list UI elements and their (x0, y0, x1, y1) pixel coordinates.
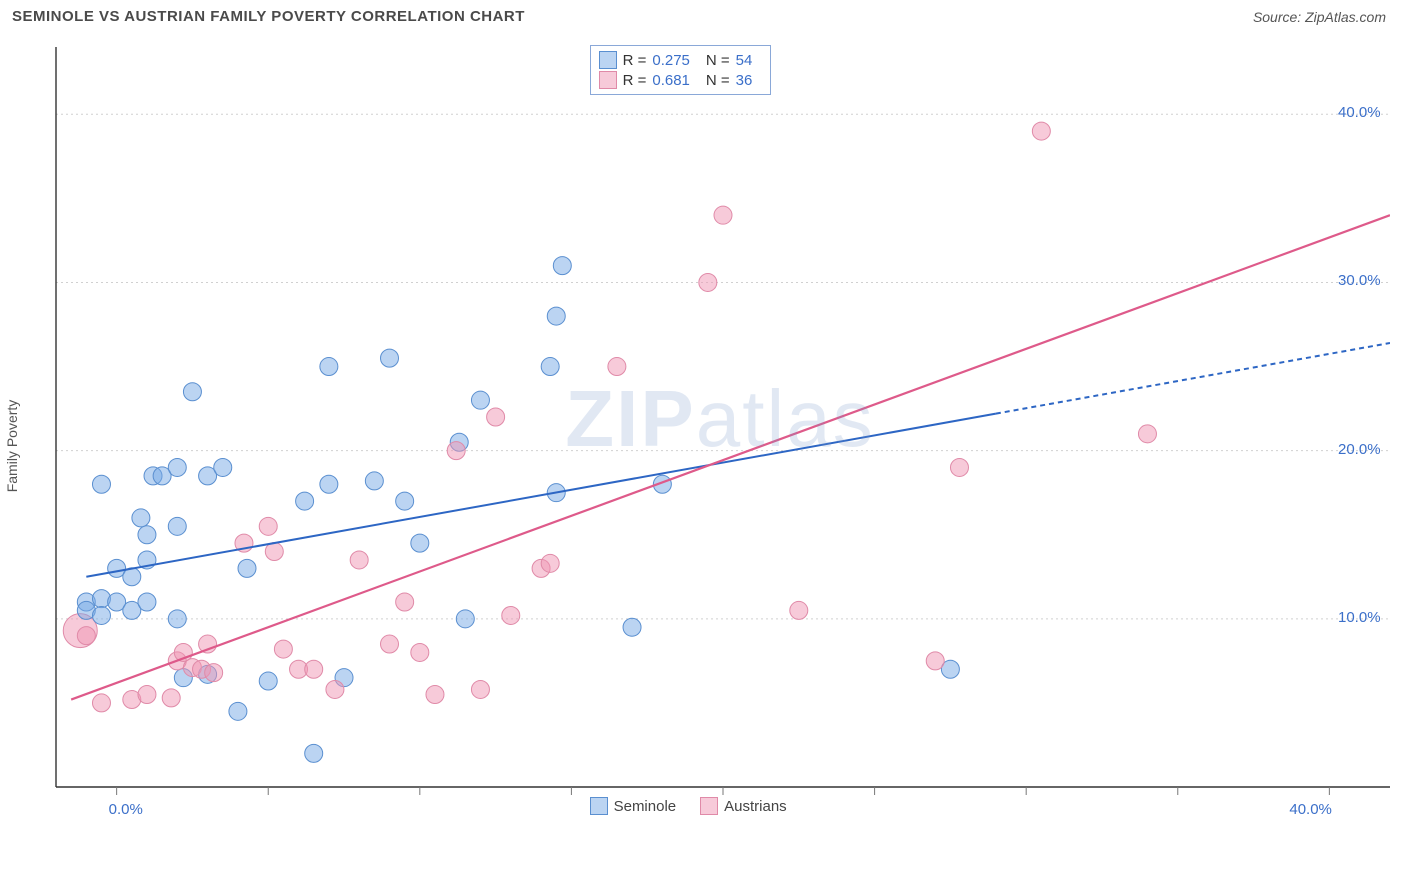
legend-swatch (700, 797, 718, 815)
y-tick-label: 30.0% (1338, 272, 1381, 289)
legend-row: R = 0.275 N = 54 (599, 50, 763, 70)
y-tick-label: 10.0% (1338, 609, 1381, 626)
legend-label: Seminole (614, 798, 677, 815)
legend-r-label: R = (623, 52, 647, 69)
header: SEMINOLE VS AUSTRIAN FAMILY POVERTY CORR… (0, 0, 1406, 33)
correlation-legend: R = 0.275 N = 54 R = 0.681 N = 36 (590, 45, 772, 95)
legend-n-label: N = (706, 72, 730, 89)
legend-swatch (599, 51, 617, 69)
legend-n-label: N = (706, 52, 730, 69)
legend-n-value: 36 (736, 72, 753, 89)
y-tick-label: 20.0% (1338, 441, 1381, 458)
series-legend: Seminole Austrians (590, 797, 787, 815)
y-tick-label: 40.0% (1338, 104, 1381, 121)
chart-title: SEMINOLE VS AUSTRIAN FAMILY POVERTY CORR… (12, 8, 525, 25)
legend-item: Austrians (700, 797, 787, 815)
legend-r-value: 0.681 (652, 72, 690, 89)
legend-swatch (599, 71, 617, 89)
source-text: Source: ZipAtlas.com (1253, 9, 1386, 25)
legend-label: Austrians (724, 798, 787, 815)
legend-n-value: 54 (736, 52, 753, 69)
legend-row: R = 0.681 N = 36 (599, 70, 763, 90)
legend-r-label: R = (623, 72, 647, 89)
scatter-chart (50, 37, 1390, 867)
legend-item: Seminole (590, 797, 677, 815)
legend-swatch (590, 797, 608, 815)
x-tick-label: 0.0% (109, 801, 143, 818)
legend-r-value: 0.275 (652, 52, 690, 69)
y-axis-label: Family Poverty (4, 400, 20, 493)
x-tick-label: 40.0% (1289, 801, 1332, 818)
chart-container: ZIPatlas R =0.275N =54R =0.681N =36 Semi… (50, 37, 1390, 867)
